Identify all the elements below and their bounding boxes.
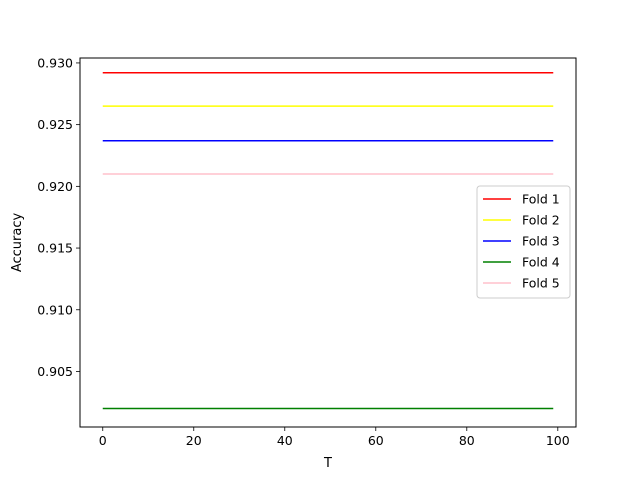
legend-label-fold-5: Fold 5 xyxy=(522,276,560,291)
x-tick-label: 80 xyxy=(459,433,475,448)
x-tick-label: 40 xyxy=(277,433,293,448)
x-tick-label: 0 xyxy=(99,433,107,448)
x-tick-label: 60 xyxy=(368,433,384,448)
legend-label-fold-3: Fold 3 xyxy=(522,234,560,249)
x-tick-label: 20 xyxy=(186,433,202,448)
x-axis: 0 20 40 60 80 100 xyxy=(99,427,570,448)
y-tick-label: 0.905 xyxy=(37,364,73,379)
legend-label-fold-1: Fold 1 xyxy=(522,192,560,207)
legend: Fold 1 Fold 2 Fold 3 Fold 4 Fold 5 xyxy=(476,185,571,299)
series-layer xyxy=(102,72,554,410)
y-tick-label: 0.925 xyxy=(37,117,73,132)
plot-frame xyxy=(79,57,577,428)
y-tick-label: 0.915 xyxy=(37,241,73,256)
legend-label-fold-4: Fold 4 xyxy=(522,255,560,270)
y-tick-label: 0.920 xyxy=(37,179,73,194)
y-axis-label: Accuracy xyxy=(10,213,25,273)
x-axis-label: T xyxy=(323,456,332,471)
x-tick-label: 100 xyxy=(546,433,570,448)
y-tick-label: 0.910 xyxy=(37,302,73,317)
legend-box xyxy=(476,185,571,299)
y-axis: 0.905 0.910 0.915 0.920 0.925 0.930 xyxy=(37,55,80,379)
y-tick-label: 0.930 xyxy=(37,55,73,70)
legend-label-fold-2: Fold 2 xyxy=(522,213,560,228)
